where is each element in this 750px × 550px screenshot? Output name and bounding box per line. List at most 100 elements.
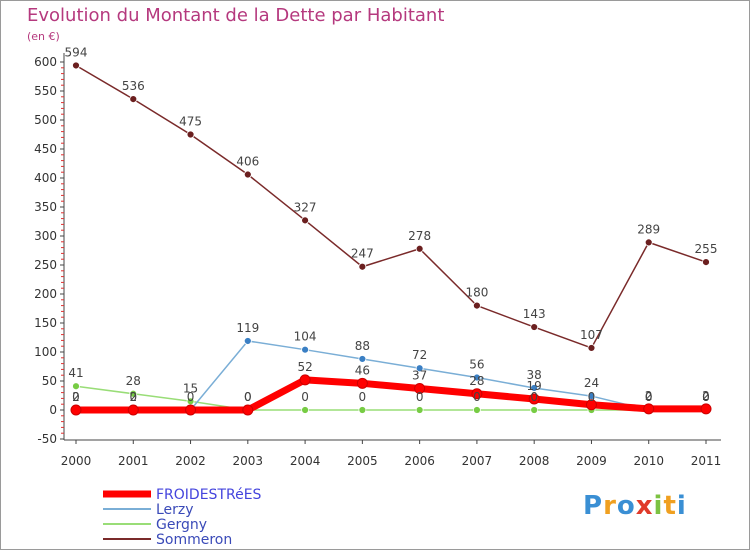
- data-label: 19: [527, 379, 542, 393]
- x-tick-label: 2009: [576, 454, 607, 468]
- data-label: 289: [637, 222, 660, 236]
- data-label: 143: [523, 307, 546, 321]
- data-point: [530, 384, 539, 392]
- data-label: 2: [129, 390, 137, 404]
- data-label: 0: [359, 390, 367, 404]
- x-tick-label: 2010: [633, 454, 664, 468]
- data-label: 0: [702, 390, 710, 404]
- data-label: 0: [72, 390, 80, 404]
- data-point: [530, 323, 539, 331]
- data-label: 104: [294, 330, 317, 344]
- data-point: [702, 258, 710, 267]
- data-point: [243, 170, 252, 179]
- legend-label: Sommeron: [156, 532, 232, 548]
- data-point: [415, 244, 424, 253]
- data-label: 38: [527, 368, 542, 382]
- y-tick-label: 400: [34, 171, 57, 185]
- data-label: 0: [187, 390, 195, 404]
- data-point: [530, 406, 539, 414]
- data-label: 0: [588, 390, 596, 404]
- data-label: 72: [412, 348, 427, 362]
- data-label: 24: [584, 376, 599, 390]
- data-point: [72, 61, 80, 70]
- data-point: [358, 406, 367, 414]
- y-tick-label: 450: [34, 142, 57, 156]
- y-tick-label: 200: [34, 287, 57, 301]
- data-point: [643, 403, 655, 415]
- x-tick-label: 2005: [347, 454, 378, 468]
- data-label: 88: [355, 339, 370, 353]
- x-tick-label: 2007: [462, 454, 493, 468]
- data-label: 594: [65, 45, 88, 59]
- y-tick-label: -50: [37, 432, 57, 446]
- data-label: 46: [355, 363, 370, 377]
- data-label: 56: [469, 358, 484, 372]
- x-tick-label: 2003: [233, 454, 264, 468]
- data-label: 0: [129, 390, 137, 404]
- data-label: 0: [645, 390, 653, 404]
- data-label: 0: [645, 390, 653, 404]
- data-point: [299, 374, 311, 386]
- data-point: [242, 404, 254, 416]
- y-tick-label: 600: [34, 55, 57, 69]
- data-label: 406: [236, 155, 259, 169]
- x-tick-label: 2001: [118, 454, 149, 468]
- data-label: 28: [469, 374, 484, 388]
- chart-title: Evolution du Montant de la Dette par Hab…: [27, 5, 445, 26]
- y-tick-label: 550: [34, 84, 57, 98]
- data-label: 0: [416, 390, 424, 404]
- data-label: 107: [580, 328, 603, 342]
- series-line-froidestrées: [72, 376, 710, 414]
- data-label: 180: [465, 286, 488, 300]
- data-label: 0: [530, 390, 538, 404]
- data-point: [415, 364, 424, 373]
- y-tick-label: 50: [42, 374, 57, 388]
- data-label: 0: [301, 390, 309, 404]
- data-point: [700, 403, 712, 415]
- proxiti-logo: Proxiti: [583, 491, 687, 521]
- y-tick-label: 250: [34, 258, 57, 272]
- data-label: 0: [244, 390, 252, 404]
- data-point: [358, 262, 367, 271]
- x-tick-label: 2002: [175, 454, 206, 468]
- data-label: 28: [126, 374, 141, 388]
- data-point: [301, 216, 309, 225]
- legend-label: FROIDESTRéES: [156, 487, 262, 503]
- data-label: 2: [702, 389, 710, 403]
- x-tick-label: 2011: [691, 454, 722, 468]
- data-label: 0: [244, 390, 252, 404]
- data-label: 278: [408, 229, 431, 243]
- y-tick-label: 0: [49, 403, 57, 417]
- series-line-lerzy: [75, 340, 707, 411]
- data-label: 327: [294, 200, 317, 214]
- data-label: 119: [236, 321, 259, 335]
- data-point: [186, 130, 195, 139]
- data-point: [129, 389, 138, 398]
- data-point: [301, 345, 309, 354]
- x-tick-label: 2004: [290, 454, 321, 468]
- series-line-sommeron: [75, 64, 707, 349]
- x-tick-label: 2008: [519, 454, 550, 468]
- data-point: [301, 406, 309, 414]
- data-point: [473, 406, 481, 414]
- data-point: [473, 373, 481, 382]
- data-label: 37: [412, 369, 427, 383]
- data-point: [185, 404, 197, 416]
- data-point: [358, 355, 367, 363]
- data-label: 255: [695, 242, 718, 256]
- data-label: 536: [122, 79, 145, 93]
- data-label: 2: [72, 390, 80, 404]
- unit-label: (en €): [27, 30, 60, 43]
- y-tick-label: 350: [34, 200, 57, 214]
- data-point: [585, 399, 597, 411]
- data-point: [414, 383, 426, 395]
- data-point: [644, 238, 653, 247]
- data-point: [356, 377, 368, 389]
- data-point: [528, 393, 540, 405]
- legend-label: Lerzy: [156, 502, 194, 518]
- data-label: 52: [297, 360, 312, 374]
- data-label: 0: [702, 390, 710, 404]
- data-label: 2: [645, 389, 653, 403]
